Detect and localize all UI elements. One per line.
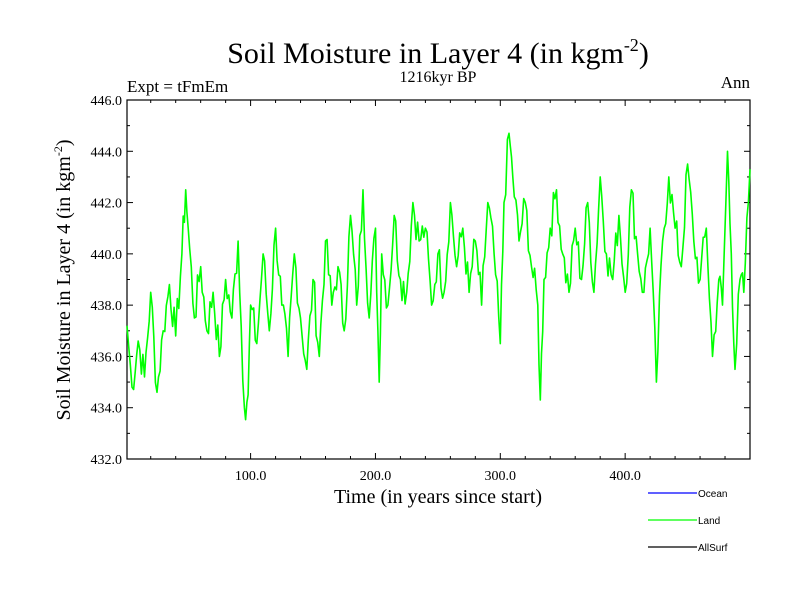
y-axis-label: Soil Moisture in Layer 4 (in kgm-2): [51, 139, 75, 420]
x-tick-label: 200.0: [360, 469, 392, 484]
plot-area: 432.0 434.0 436.0 438.0 440.0 442.0 444.0 446.0…: [91, 94, 751, 484]
y-tick-label: 440.0: [91, 248, 123, 263]
y-tick-label: 444.0: [91, 145, 123, 160]
y-tick-label: 446.0: [91, 94, 123, 109]
x-tick-label: 300.0: [485, 469, 517, 484]
y-tick-label: 436.0: [91, 350, 123, 365]
y-tick-label: 442.0: [91, 197, 123, 212]
x-axis-label: Time (in years since start): [334, 486, 542, 508]
series-line-land: [126, 132, 751, 421]
legend: Ocean Land AllSurf: [648, 489, 728, 554]
y-tick-label: 438.0: [91, 299, 123, 314]
legend-label-land: Land: [698, 516, 720, 527]
season-label: Ann: [721, 73, 751, 92]
plot-frame: [126, 99, 751, 460]
y-tick-label: 434.0: [91, 402, 123, 417]
y-tick-label: 432.0: [91, 453, 123, 468]
legend-label-ocean: Ocean: [698, 489, 727, 500]
chart-title: Soil Moisture in Layer 4 (in kgm-2): [227, 35, 649, 70]
legend-label-allsurf: AllSurf: [698, 543, 728, 554]
x-tick-label: 400.0: [609, 469, 641, 484]
period-label: 1216kyr BP: [400, 69, 477, 86]
experiment-label: Expt = tFmEm: [127, 77, 228, 96]
x-tick-label: 100.0: [235, 469, 267, 484]
